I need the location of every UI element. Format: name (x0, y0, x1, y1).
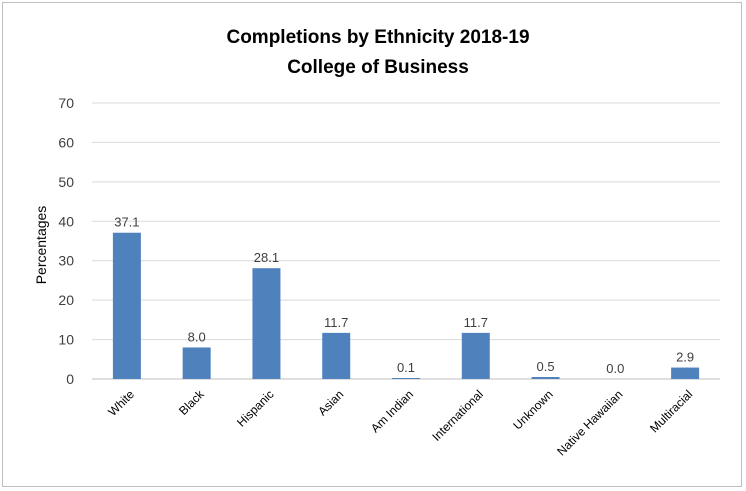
data-label: 37.1 (114, 215, 139, 230)
bar (461, 332, 490, 379)
data-label: 0.1 (397, 360, 415, 375)
bar (252, 268, 281, 379)
data-label: 28.1 (254, 250, 279, 265)
chart-subtitle: College of Business (287, 57, 469, 78)
data-label: 0.5 (537, 359, 555, 374)
data-labels: 37.1 8.0 28.1 11.7 0.1 11.7 0.5 0.0 2.9 (114, 215, 694, 376)
x-tick-label: White (105, 387, 137, 419)
data-label: 0.0 (606, 361, 624, 376)
y-tick-label: 60 (58, 134, 74, 150)
x-tick-label: Multiracial (647, 387, 695, 435)
y-tick-label: 0 (66, 371, 74, 387)
x-tick-labels: White Black Hispanic Asian Am Indian Internat… (105, 387, 695, 459)
data-label: 2.9 (676, 350, 694, 365)
x-tick-label: International (429, 387, 486, 444)
y-tick-label: 10 (58, 332, 74, 348)
y-tick-label: 70 (58, 95, 74, 111)
bar (182, 347, 211, 379)
gridlines (92, 102, 720, 380)
y-tick-label: 40 (58, 213, 74, 229)
bar (392, 378, 420, 379)
y-tick-label: 20 (58, 292, 74, 308)
x-tick-label: Native Hawaiian (554, 387, 625, 458)
bar (322, 332, 351, 379)
y-axis-label: Percentages (33, 206, 49, 285)
bars (112, 232, 700, 379)
chart-title: Completions by Ethnicity 2018-19 (226, 27, 529, 48)
x-tick-label: Black (176, 387, 207, 418)
data-label: 11.7 (464, 315, 488, 330)
y-tick-labels: 0 10 20 30 40 50 60 70 (58, 95, 74, 387)
bar (671, 367, 700, 379)
y-tick-label: 30 (58, 253, 74, 269)
data-label: 11.7 (324, 315, 348, 330)
x-tick-label: Unknown (510, 387, 555, 432)
y-tick-label: 50 (58, 174, 74, 190)
bar (112, 232, 141, 379)
x-tick-label: Am Indian (368, 387, 416, 435)
x-tick-label: Asian (315, 387, 346, 418)
bar (531, 377, 560, 379)
x-tick-label: Hispanic (234, 387, 276, 429)
data-label: 8.0 (188, 329, 206, 344)
